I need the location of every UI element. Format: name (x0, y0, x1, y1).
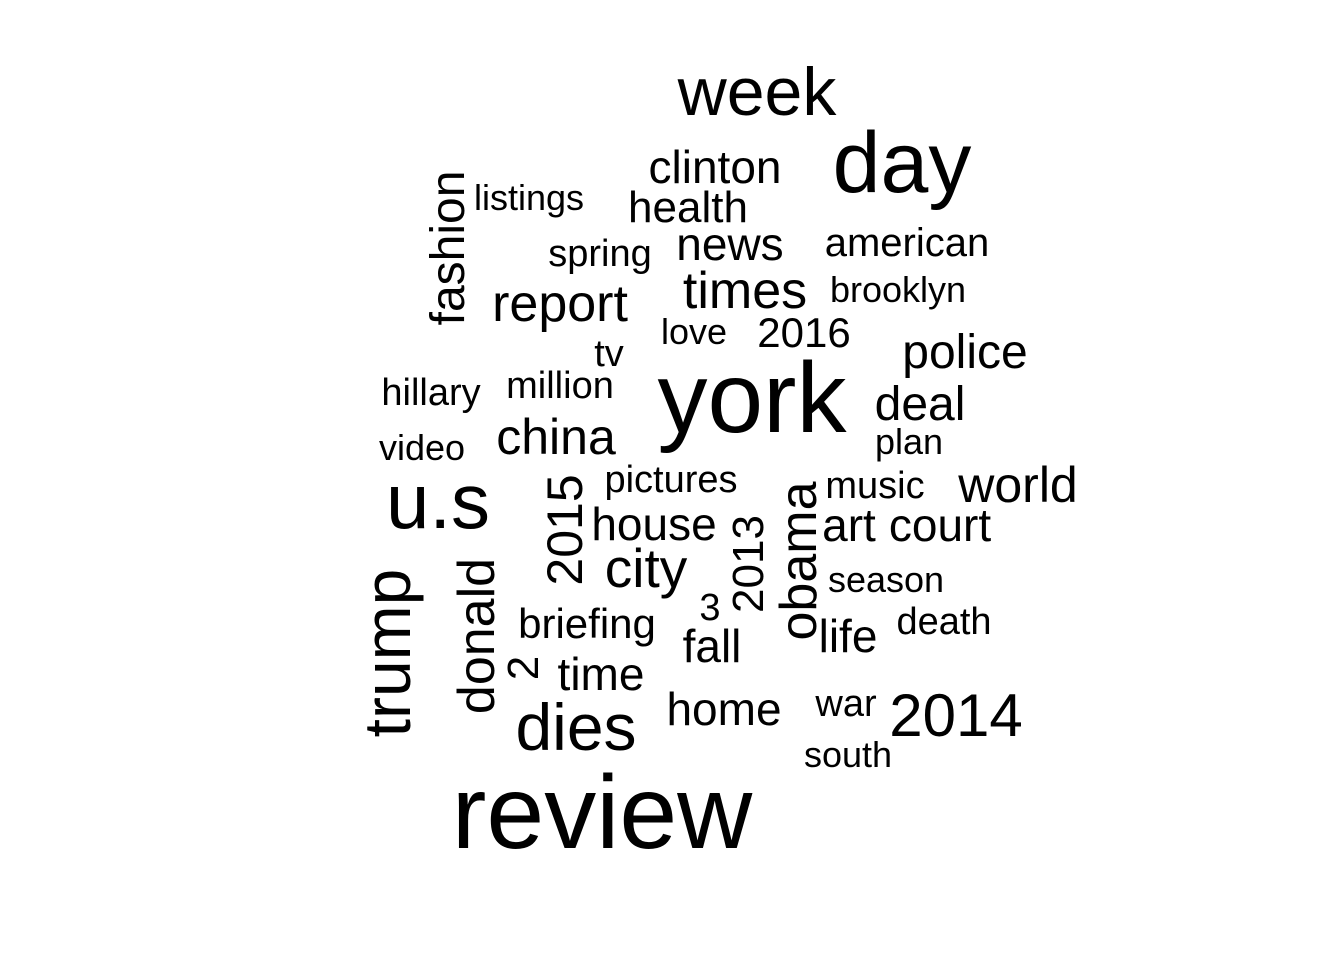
word-plan: plan (875, 421, 943, 462)
word-day: day (833, 115, 972, 211)
word-million: million (506, 365, 614, 407)
word-clinton: clinton (649, 141, 782, 193)
word-2016: 2016 (757, 309, 850, 356)
word-2013: 2013 (724, 515, 773, 613)
word-2014: 2014 (889, 682, 1022, 749)
word-police: police (902, 326, 1027, 379)
word-love: love (661, 311, 727, 352)
word-brooklyn: brooklyn (830, 269, 966, 310)
word-review: review (452, 755, 753, 871)
word-court: court (889, 499, 991, 551)
word-tv: tv (594, 333, 624, 375)
word-life: life (819, 610, 878, 662)
word-us: u.s (386, 457, 490, 545)
word-week: week (677, 54, 838, 130)
word-pictures: pictures (604, 459, 737, 501)
word-fall: fall (683, 620, 742, 672)
word-briefing: briefing (518, 600, 656, 647)
word-donald: donald (448, 558, 506, 714)
word-3: 3 (699, 587, 720, 629)
word-south: south (804, 734, 892, 775)
word-spring: spring (548, 233, 652, 275)
word-american: american (825, 221, 990, 265)
word-health: health (628, 183, 748, 232)
word-china: china (496, 409, 616, 465)
word-times: times (683, 262, 807, 320)
word-video: video (379, 427, 465, 468)
word-home: home (666, 683, 781, 735)
word-world: world (957, 457, 1077, 513)
word-hillary: hillary (381, 372, 480, 414)
word-2: 2 (499, 656, 548, 680)
word-music: music (825, 465, 924, 507)
word-trump: trump (350, 569, 424, 738)
word-city: city (605, 537, 688, 599)
word-death: death (896, 601, 991, 643)
word-news: news (676, 218, 783, 270)
word-house: house (591, 498, 716, 550)
word-art: art (822, 499, 876, 551)
word-listings: listings (474, 177, 584, 218)
word-obama: obama (770, 481, 828, 640)
word-time: time (558, 648, 645, 700)
word-deal: deal (875, 378, 966, 431)
word-fashion: fashion (422, 171, 475, 326)
word-report: report (492, 275, 628, 333)
word-dies: dies (515, 690, 636, 764)
word-war: war (814, 683, 877, 725)
word-2015: 2015 (537, 474, 593, 585)
word-season: season (828, 559, 944, 600)
word-york: york (658, 342, 848, 454)
